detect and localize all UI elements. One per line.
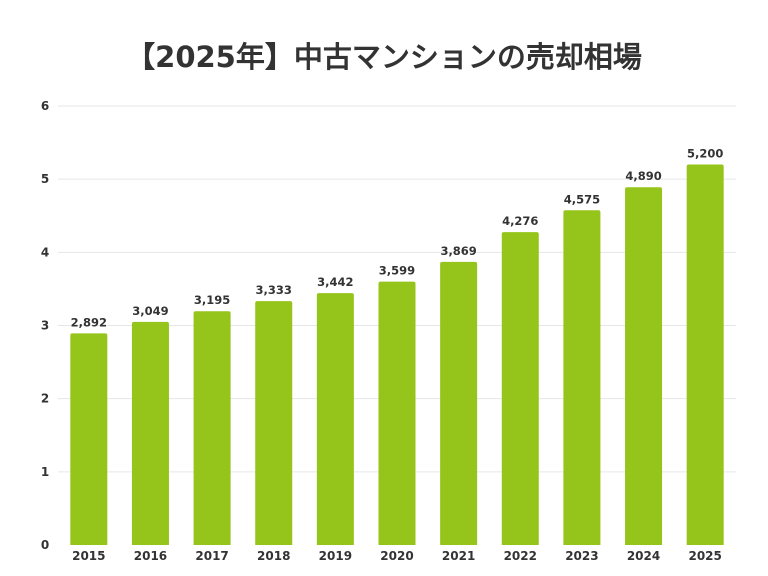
x-tick-label-2017: 2017 (195, 549, 228, 563)
data-label-2019: 3,442 (317, 275, 353, 289)
data-label-2021: 3,869 (440, 244, 476, 258)
bar-2016 (131, 321, 169, 545)
bar-2015 (70, 333, 108, 545)
x-tick-label-2021: 2021 (442, 549, 475, 563)
x-tick-label-2023: 2023 (565, 549, 598, 563)
y-axis-ticks: 0 1 2 3 4 5 6 (41, 99, 49, 552)
y-tick-label: 0 (41, 538, 49, 552)
data-labels: 2,892 3,049 3,195 3,333 3,442 3,599 3,869 4,276… (71, 147, 724, 330)
y-tick-label: 3 (41, 319, 49, 333)
x-tick-label-2018: 2018 (257, 549, 290, 563)
bar-2017 (193, 311, 231, 545)
x-tick-label-2019: 2019 (319, 549, 352, 563)
x-tick-label-2020: 2020 (380, 549, 413, 563)
data-label-2017: 3,195 (194, 293, 230, 307)
bar-2018 (255, 301, 293, 545)
x-tick-label-2015: 2015 (72, 549, 105, 563)
data-label-2018: 3,333 (256, 283, 292, 297)
y-tick-label: 2 (41, 392, 49, 406)
data-label-2015: 2,892 (71, 315, 107, 329)
bar-2023 (563, 210, 601, 545)
bar-2019 (316, 293, 354, 545)
bar-2024 (625, 187, 663, 545)
y-tick-label: 1 (41, 465, 49, 479)
x-tick-label-2025: 2025 (688, 549, 721, 563)
chart-title: 【2025年】中古マンションの売却相場 (126, 40, 642, 74)
data-label-2023: 4,575 (564, 192, 600, 206)
x-tick-label-2024: 2024 (627, 549, 660, 563)
bar-2021 (440, 261, 478, 545)
data-label-2020: 3,599 (379, 264, 415, 278)
data-label-2025: 5,200 (687, 147, 723, 161)
x-tick-label-2022: 2022 (504, 549, 537, 563)
bar-2022 (501, 232, 539, 545)
bar-2025 (686, 164, 724, 546)
bars (70, 164, 724, 546)
data-label-2016: 3,049 (132, 304, 168, 318)
data-label-2022: 4,276 (502, 214, 538, 228)
data-label-2024: 4,890 (625, 169, 661, 183)
y-tick-label: 4 (41, 245, 49, 259)
x-axis-ticks: 2015 2016 2017 2018 2019 2020 2021 2022 2023 2024… (72, 549, 722, 563)
y-tick-label: 6 (41, 99, 49, 113)
x-tick-label-2016: 2016 (134, 549, 167, 563)
bar-2020 (378, 281, 416, 545)
y-tick-label: 5 (41, 172, 49, 186)
